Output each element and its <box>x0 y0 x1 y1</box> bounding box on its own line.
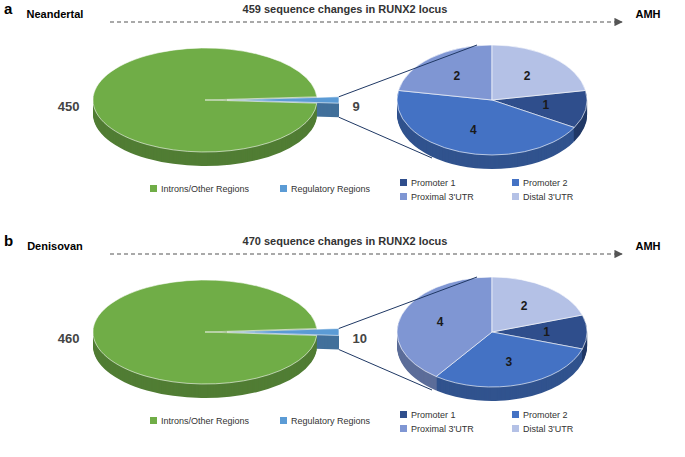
connector <box>339 117 432 158</box>
arrow <box>110 253 622 254</box>
panel-label: b <box>4 232 13 249</box>
data-label: 3 <box>506 355 513 369</box>
data-label: 2 <box>521 299 528 313</box>
legend-label: Distal 3'UTR <box>523 424 574 434</box>
legend-swatch <box>150 417 157 424</box>
data-label: 2 <box>454 69 461 83</box>
connector <box>339 349 432 390</box>
legend-swatch <box>280 417 287 424</box>
legend-swatch <box>400 425 407 432</box>
pie-body <box>397 277 587 401</box>
figure: a Neandertal AMH 459 sequence changes in RU… <box>0 0 685 457</box>
legend-label: Promoter 2 <box>523 178 568 188</box>
legend-label: Introns/Other Regions <box>161 184 250 194</box>
legend-swatch <box>150 185 157 192</box>
data-label: 2 <box>524 69 531 83</box>
legend-label: Regulatory Regions <box>291 416 371 426</box>
data-label: 4 <box>437 315 444 329</box>
species-label: Neandertal <box>27 8 84 20</box>
connector <box>339 45 477 97</box>
pie-top <box>93 48 339 152</box>
legend-swatch <box>512 425 519 432</box>
legend-label: Promoter 1 <box>411 178 456 188</box>
legend-swatch <box>400 193 407 200</box>
data-label: 10 <box>352 331 366 346</box>
pie-top <box>397 277 587 387</box>
legend-swatch <box>512 193 519 200</box>
legend-label: Introns/Other Regions <box>161 416 250 426</box>
slice <box>397 90 574 155</box>
pie-side <box>397 278 587 388</box>
legend-label: Promoter 1 <box>411 410 456 420</box>
data-label: 1 <box>543 325 550 339</box>
pie <box>93 48 339 166</box>
connector <box>339 277 477 329</box>
pie <box>93 280 339 398</box>
legend-swatch <box>400 179 407 186</box>
data-label: 450 <box>58 99 80 114</box>
pie-side <box>93 49 339 153</box>
slice <box>492 45 586 100</box>
legend-label: Regulatory Regions <box>291 184 371 194</box>
pie-body <box>93 48 339 166</box>
species-label: AMH <box>635 240 660 252</box>
data-label: 1 <box>542 98 549 112</box>
legend-label: Distal 3'UTR <box>523 192 574 202</box>
slice <box>227 97 339 103</box>
legend: Promoter 1 Promoter 2 Proximal 3'UTR Distal… <box>400 178 574 202</box>
legend-label: Proximal 3'UTR <box>411 192 474 202</box>
slice <box>398 45 492 100</box>
slice-side <box>397 91 574 156</box>
data-label: 4 <box>470 123 477 137</box>
legend-swatch <box>512 411 519 418</box>
legend: Introns/Other Regions Regulatory Regions <box>150 416 371 426</box>
slice <box>397 277 492 376</box>
pie <box>397 45 587 169</box>
pie-body <box>397 45 587 169</box>
pie <box>397 277 587 401</box>
slice <box>492 277 582 332</box>
title: 470 sequence changes in RUNX2 locus <box>243 235 448 247</box>
pie-side <box>397 46 587 156</box>
panel-label: a <box>4 0 13 17</box>
legend-swatch <box>280 185 287 192</box>
legend: Introns/Other Regions Regulatory Regions <box>150 184 371 194</box>
legend-label: Proximal 3'UTR <box>411 424 474 434</box>
pie-top <box>397 45 587 155</box>
pie-body <box>93 280 339 398</box>
arrow <box>110 21 622 22</box>
species-label: Denisovan <box>27 240 83 252</box>
legend-label: Promoter 2 <box>523 410 568 420</box>
slice <box>227 329 339 336</box>
data-label: 460 <box>58 331 80 346</box>
pie-side <box>93 281 339 385</box>
title: 459 sequence changes in RUNX2 locus <box>243 3 448 15</box>
legend-swatch <box>512 179 519 186</box>
legend: Promoter 1 Promoter 2 Proximal 3'UTR Distal… <box>400 410 574 434</box>
legend-swatch <box>400 411 407 418</box>
data-label: 9 <box>352 99 359 114</box>
pie-top <box>93 280 339 384</box>
species-label: AMH <box>635 8 660 20</box>
